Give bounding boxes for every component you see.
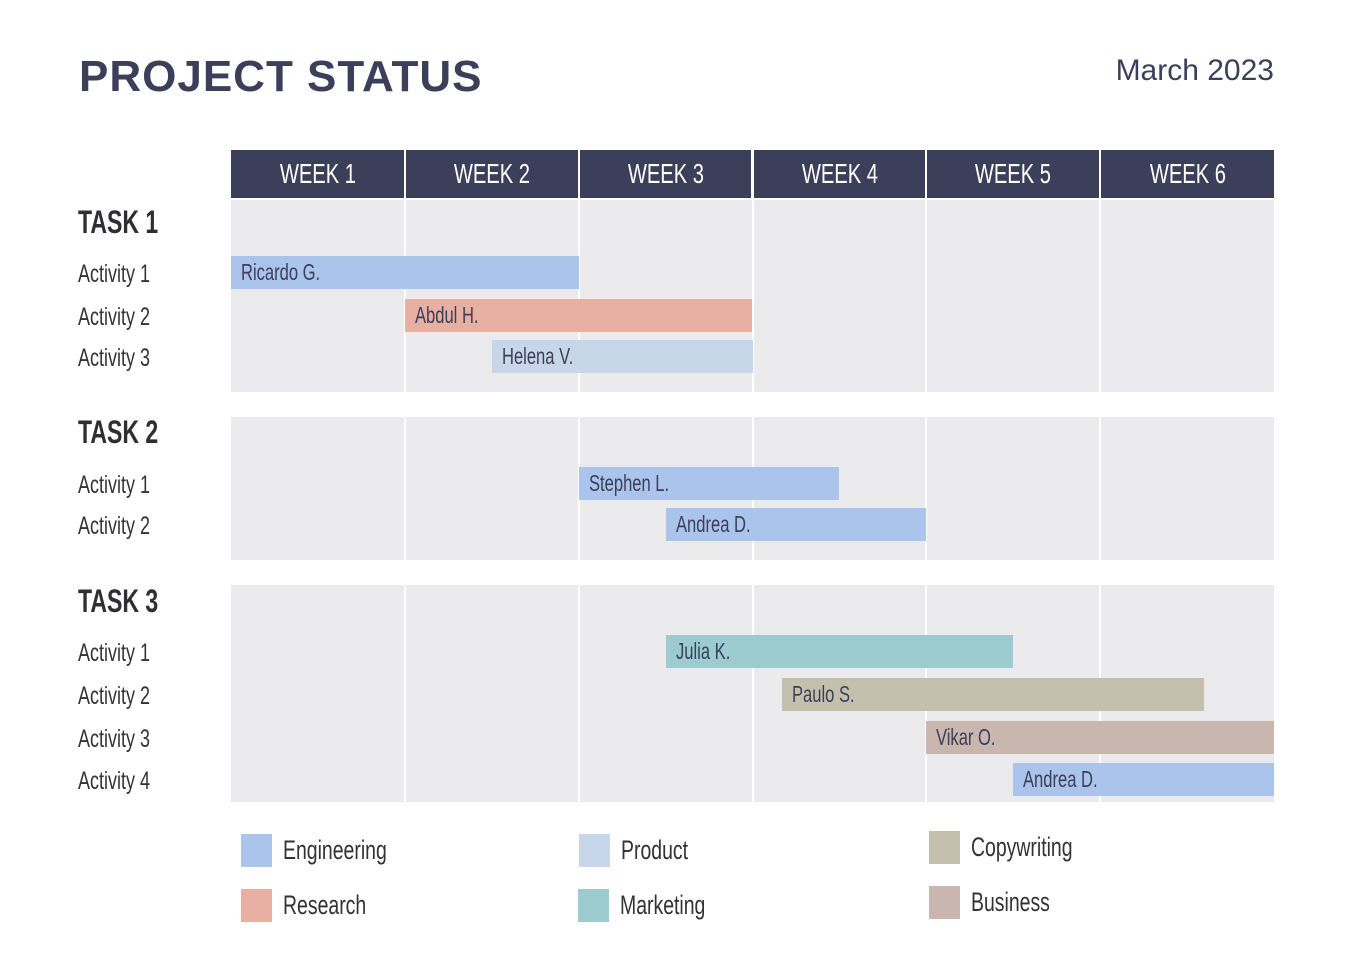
activity-label-text: Activity 1 bbox=[78, 260, 151, 288]
week-header: WEEK 5 bbox=[927, 150, 1100, 198]
activity-bar-text: Paulo S. bbox=[792, 681, 855, 707]
activity-label-text: Activity 2 bbox=[78, 682, 151, 710]
activity-label: Activity 4 bbox=[78, 765, 178, 798]
activity-bar[interactable]: Helena V. bbox=[491, 340, 753, 373]
activity-bar-text: Andrea D. bbox=[1023, 766, 1098, 792]
grid-line bbox=[577, 585, 580, 802]
legend-item: Product bbox=[579, 834, 714, 867]
legend-label: Marketing bbox=[620, 890, 706, 920]
legend-swatch bbox=[578, 889, 609, 922]
activity-bar-text: Stephen L. bbox=[588, 470, 669, 496]
legend-swatch bbox=[579, 834, 610, 867]
task-label-text: TASK 1 bbox=[78, 204, 159, 240]
legend-item: Engineering bbox=[241, 834, 427, 867]
legend-label: Research bbox=[283, 890, 367, 920]
grid-line bbox=[751, 200, 754, 392]
grid-line bbox=[403, 585, 406, 802]
grid-line bbox=[1099, 200, 1102, 392]
task-label: TASK 3 bbox=[78, 583, 189, 620]
activity-bar[interactable]: Andrea D. bbox=[665, 508, 927, 541]
date-label: March 2023 bbox=[1115, 54, 1274, 87]
legend-swatch bbox=[241, 834, 272, 867]
legend-item: Copywriting bbox=[929, 831, 1112, 864]
task-label-text: TASK 2 bbox=[78, 414, 159, 450]
legend-swatch bbox=[929, 831, 960, 864]
activity-label-text: Activity 3 bbox=[78, 725, 151, 753]
legend-label: Copywriting bbox=[971, 832, 1073, 862]
legend-item: Marketing bbox=[578, 889, 739, 922]
activity-bar[interactable]: Andrea D. bbox=[1013, 763, 1274, 796]
week-header-text: WEEK 5 bbox=[975, 158, 1052, 189]
legend-label: Engineering bbox=[283, 835, 387, 865]
activity-label-text: Activity 4 bbox=[78, 767, 151, 795]
activity-label-text: Activity 1 bbox=[78, 471, 151, 499]
activity-bar-text: Abdul H. bbox=[414, 302, 479, 328]
grid-line bbox=[925, 417, 928, 560]
page-title: PROJECT STATUS bbox=[79, 52, 483, 101]
week-header: WEEK 3 bbox=[579, 150, 752, 198]
activity-label: Activity 3 bbox=[78, 723, 178, 756]
activity-label-text: Activity 1 bbox=[78, 639, 151, 667]
week-header-text: WEEK 4 bbox=[801, 158, 878, 189]
activity-bar[interactable]: Abdul H. bbox=[404, 299, 753, 332]
legend-swatch bbox=[241, 889, 272, 922]
activity-bar-text: Andrea D. bbox=[675, 511, 751, 537]
grid-line bbox=[403, 417, 406, 560]
week-header-text: WEEK 2 bbox=[453, 158, 530, 189]
activity-label: Activity 2 bbox=[78, 301, 178, 334]
activity-bar[interactable]: Paulo S. bbox=[782, 678, 1205, 711]
week-header-text: WEEK 3 bbox=[627, 158, 704, 189]
activity-label-text: Activity 2 bbox=[78, 512, 151, 540]
activity-bar-text: Vikar O. bbox=[936, 724, 996, 750]
activity-bar[interactable]: Ricardo G. bbox=[231, 256, 579, 289]
legend-label: Business bbox=[971, 887, 1050, 917]
activity-bar-text: Julia K. bbox=[675, 638, 730, 664]
legend-item: Business bbox=[929, 886, 1081, 919]
activity-bar-text: Helena V. bbox=[501, 343, 573, 369]
activity-label: Activity 1 bbox=[78, 258, 178, 291]
grid-line bbox=[577, 200, 580, 392]
task-label: TASK 1 bbox=[78, 204, 189, 241]
activity-bar-text: Ricardo G. bbox=[241, 259, 321, 285]
grid-line bbox=[925, 200, 928, 392]
legend-item: Research bbox=[241, 889, 399, 922]
week-header-text: WEEK 1 bbox=[279, 158, 356, 189]
activity-label: Activity 2 bbox=[78, 510, 178, 543]
legend-label: Product bbox=[621, 835, 689, 865]
task-label-text: TASK 3 bbox=[78, 583, 159, 619]
activity-label: Activity 1 bbox=[78, 469, 178, 502]
activity-label-text: Activity 3 bbox=[78, 344, 151, 372]
legend-swatch bbox=[929, 886, 960, 919]
week-header: WEEK 2 bbox=[405, 150, 578, 198]
task-label: TASK 2 bbox=[78, 414, 189, 451]
week-header: WEEK 6 bbox=[1101, 150, 1274, 198]
grid-line bbox=[1099, 417, 1102, 560]
activity-label: Activity 1 bbox=[78, 637, 178, 670]
activity-bar[interactable]: Julia K. bbox=[665, 635, 1014, 668]
week-header: WEEK 1 bbox=[231, 150, 404, 198]
grid-line bbox=[403, 200, 406, 392]
activity-label: Activity 2 bbox=[78, 680, 178, 713]
grid-line bbox=[751, 585, 754, 802]
week-header: WEEK 4 bbox=[753, 150, 926, 198]
activity-label-text: Activity 2 bbox=[78, 303, 151, 331]
activity-label: Activity 3 bbox=[78, 342, 178, 375]
activity-bar[interactable]: Vikar O. bbox=[926, 721, 1274, 754]
week-header-text: WEEK 6 bbox=[1149, 158, 1226, 189]
activity-bar[interactable]: Stephen L. bbox=[578, 467, 840, 500]
